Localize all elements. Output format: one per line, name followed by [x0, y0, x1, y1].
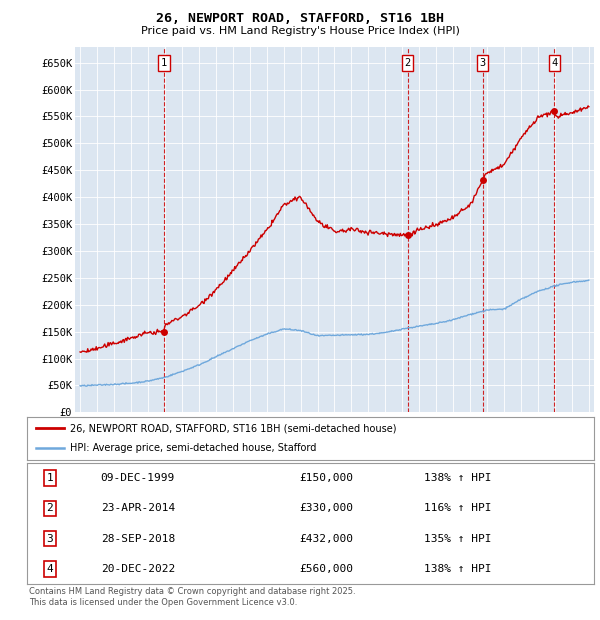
Text: 4: 4 — [46, 564, 53, 574]
Text: HPI: Average price, semi-detached house, Stafford: HPI: Average price, semi-detached house,… — [70, 443, 316, 453]
Text: 23-APR-2014: 23-APR-2014 — [101, 503, 175, 513]
Text: 1: 1 — [161, 58, 167, 68]
Text: 1: 1 — [46, 473, 53, 483]
Text: Contains HM Land Registry data © Crown copyright and database right 2025.: Contains HM Land Registry data © Crown c… — [29, 587, 355, 596]
Text: 2: 2 — [46, 503, 53, 513]
Text: £330,000: £330,000 — [299, 503, 353, 513]
Text: 28-SEP-2018: 28-SEP-2018 — [101, 534, 175, 544]
Text: 138% ↑ HPI: 138% ↑ HPI — [424, 473, 491, 483]
Text: This data is licensed under the Open Government Licence v3.0.: This data is licensed under the Open Gov… — [29, 598, 297, 607]
Text: 138% ↑ HPI: 138% ↑ HPI — [424, 564, 491, 574]
Text: 3: 3 — [479, 58, 486, 68]
Text: Price paid vs. HM Land Registry's House Price Index (HPI): Price paid vs. HM Land Registry's House … — [140, 26, 460, 36]
Text: 135% ↑ HPI: 135% ↑ HPI — [424, 534, 491, 544]
Text: 116% ↑ HPI: 116% ↑ HPI — [424, 503, 491, 513]
Text: £150,000: £150,000 — [299, 473, 353, 483]
Text: 20-DEC-2022: 20-DEC-2022 — [101, 564, 175, 574]
Text: 09-DEC-1999: 09-DEC-1999 — [101, 473, 175, 483]
Text: 3: 3 — [46, 534, 53, 544]
Text: £560,000: £560,000 — [299, 564, 353, 574]
Text: 2: 2 — [404, 58, 411, 68]
Text: 4: 4 — [551, 58, 557, 68]
Text: 26, NEWPORT ROAD, STAFFORD, ST16 1BH (semi-detached house): 26, NEWPORT ROAD, STAFFORD, ST16 1BH (se… — [70, 423, 396, 433]
Text: 26, NEWPORT ROAD, STAFFORD, ST16 1BH: 26, NEWPORT ROAD, STAFFORD, ST16 1BH — [156, 12, 444, 25]
Text: £432,000: £432,000 — [299, 534, 353, 544]
